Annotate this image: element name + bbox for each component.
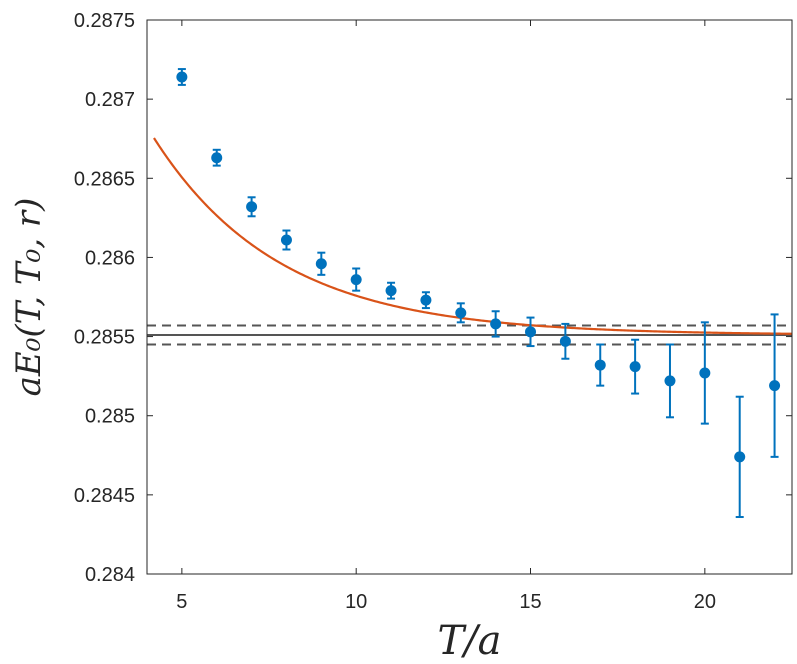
x-tick-label: 20 xyxy=(694,591,716,613)
data-point xyxy=(629,338,641,395)
data-marker xyxy=(315,258,327,270)
x-tick-label: 5 xyxy=(176,591,187,613)
data-point xyxy=(455,302,467,324)
data-marker xyxy=(559,335,571,347)
data-point xyxy=(490,310,502,338)
y-tick-label: 0.2845 xyxy=(74,485,135,507)
y-tick-label: 0.2875 xyxy=(74,10,135,32)
data-point xyxy=(769,313,781,458)
data-point xyxy=(246,196,258,218)
x-tick-label: 15 xyxy=(519,591,541,613)
x-tick-label: 10 xyxy=(345,591,367,613)
y-tick-label: 0.286 xyxy=(85,247,135,269)
data-marker xyxy=(594,359,606,371)
fit-curve-layer xyxy=(153,137,792,335)
data-point xyxy=(594,343,606,387)
data-point xyxy=(734,395,746,519)
plot-frame xyxy=(146,19,793,575)
data-point xyxy=(559,322,571,360)
data-marker xyxy=(211,152,223,164)
data-marker xyxy=(525,326,537,338)
data-point xyxy=(664,343,676,419)
data-point xyxy=(350,267,362,292)
data-point xyxy=(176,68,188,86)
y-tick-label: 0.2855 xyxy=(74,327,135,349)
y-axis-ticks: 0.284 0.2845 0.285 0.2855 0.286 0.2865 0.287 0.… xyxy=(74,10,792,586)
y-axis-title: aE₀(T, T₀, r) xyxy=(9,198,49,397)
y-tick-label: 0.284 xyxy=(85,564,135,586)
data-marker xyxy=(280,234,292,246)
data-marker xyxy=(664,375,676,387)
data-marker xyxy=(455,307,467,319)
data-marker xyxy=(246,201,258,213)
data-marker xyxy=(490,318,502,330)
data-marker xyxy=(699,367,711,379)
data-points-layer xyxy=(176,68,781,519)
data-marker xyxy=(350,274,362,286)
data-point xyxy=(699,321,711,425)
data-marker xyxy=(420,294,432,306)
data-point xyxy=(211,148,223,167)
x-axis-title: T/a xyxy=(437,618,501,664)
data-marker xyxy=(769,380,781,392)
reference-lines xyxy=(147,324,792,346)
y-tick-label: 0.2865 xyxy=(74,168,135,190)
data-point xyxy=(280,229,292,251)
data-marker xyxy=(385,285,397,297)
y-tick-label: 0.285 xyxy=(85,406,135,428)
data-point xyxy=(525,316,537,348)
x-axis-ticks: 5 10 15 20 xyxy=(176,20,716,613)
data-marker xyxy=(734,451,746,463)
data-point xyxy=(420,291,432,310)
y-tick-label: 0.287 xyxy=(85,89,135,111)
data-point xyxy=(315,251,327,276)
data-marker xyxy=(629,361,641,373)
data-point xyxy=(385,281,397,300)
data-marker xyxy=(176,71,188,83)
fit-curve xyxy=(153,137,792,335)
